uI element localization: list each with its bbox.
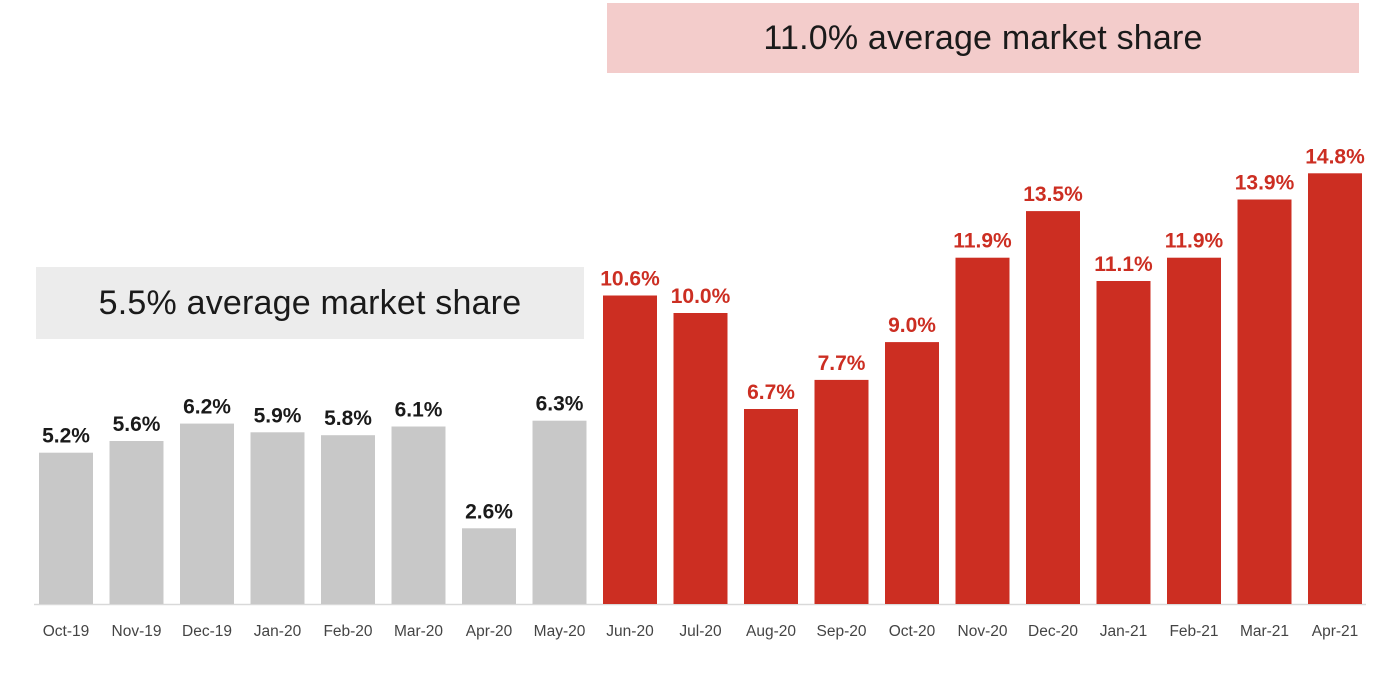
bar-feb-20 <box>321 435 375 604</box>
value-label-apr-20: 2.6% <box>465 500 513 523</box>
value-label-sep-20: 7.7% <box>818 352 866 375</box>
x-tick-label-dec-19: Dec-19 <box>182 623 232 640</box>
bar-oct-19 <box>39 452 93 604</box>
x-tick-label-jan-20: Jan-20 <box>254 623 302 640</box>
x-tick-label-dec-20: Dec-20 <box>1028 623 1078 640</box>
value-label-jan-20: 5.9% <box>254 404 302 427</box>
bar-oct-20 <box>885 342 939 604</box>
x-tick-label-sep-20: Sep-20 <box>817 623 867 640</box>
x-tick-label-nov-20: Nov-20 <box>958 623 1008 640</box>
bar-nov-19 <box>109 441 164 604</box>
callout-pre-average: 5.5% average market share <box>36 267 584 339</box>
x-tick-label-oct-19: Oct-19 <box>43 623 90 640</box>
bar-apr-21 <box>1308 173 1362 605</box>
bar-jan-20 <box>250 432 305 604</box>
value-label-mar-20: 6.1% <box>395 399 443 422</box>
bar-feb-21 <box>1167 257 1221 604</box>
x-tick-label-mar-21: Mar-21 <box>1240 623 1289 640</box>
value-label-may-20: 6.3% <box>536 393 584 416</box>
callout-post-average-text: 11.0% average market share <box>763 18 1203 57</box>
bar-may-20 <box>532 420 587 604</box>
value-label-nov-20: 11.9% <box>953 230 1012 253</box>
bar-dec-19 <box>180 423 234 604</box>
value-label-aug-20: 6.7% <box>747 381 795 404</box>
x-tick-label-feb-21: Feb-21 <box>1169 623 1218 640</box>
x-tick-label-apr-20: Apr-20 <box>466 623 513 640</box>
bar-apr-20 <box>462 528 516 604</box>
x-tick-label-feb-20: Feb-20 <box>323 623 372 640</box>
x-tick-label-apr-21: Apr-21 <box>1312 623 1359 640</box>
bar-jan-21 <box>1096 281 1151 604</box>
value-label-feb-21: 11.9% <box>1165 230 1224 253</box>
value-label-apr-21: 14.8% <box>1305 145 1365 168</box>
callout-post-average: 11.0% average market share <box>607 3 1359 73</box>
value-label-feb-20: 5.8% <box>324 407 372 430</box>
x-tick-label-oct-20: Oct-20 <box>889 623 936 640</box>
value-label-dec-20: 13.5% <box>1023 183 1083 206</box>
value-label-nov-19: 5.6% <box>113 413 161 436</box>
value-label-mar-21: 13.9% <box>1235 172 1295 195</box>
x-tick-label-nov-19: Nov-19 <box>112 623 162 640</box>
x-tick-label-may-20: May-20 <box>534 623 586 640</box>
bar-mar-20 <box>391 426 446 604</box>
value-label-oct-19: 5.2% <box>42 425 90 448</box>
bar-mar-21 <box>1237 199 1292 604</box>
value-label-jun-20: 10.6% <box>600 268 660 291</box>
bar-jul-20 <box>673 313 728 604</box>
value-label-jul-20: 10.0% <box>671 285 731 308</box>
x-tick-label-jan-21: Jan-21 <box>1100 623 1147 640</box>
bar-sep-20 <box>814 379 869 604</box>
value-label-oct-20: 9.0% <box>888 314 936 337</box>
bar-aug-20 <box>744 409 798 604</box>
x-tick-label-jun-20: Jun-20 <box>606 623 654 640</box>
callout-pre-average-text: 5.5% average market share <box>98 283 522 322</box>
bar-nov-20 <box>955 257 1010 604</box>
x-tick-label-mar-20: Mar-20 <box>394 623 443 640</box>
bar-dec-20 <box>1026 211 1080 604</box>
value-label-dec-19: 6.2% <box>183 396 231 419</box>
x-tick-label-aug-20: Aug-20 <box>746 623 796 640</box>
value-label-jan-21: 11.1% <box>1094 253 1153 276</box>
bar-jun-20 <box>603 295 657 604</box>
x-tick-label-jul-20: Jul-20 <box>679 623 722 640</box>
